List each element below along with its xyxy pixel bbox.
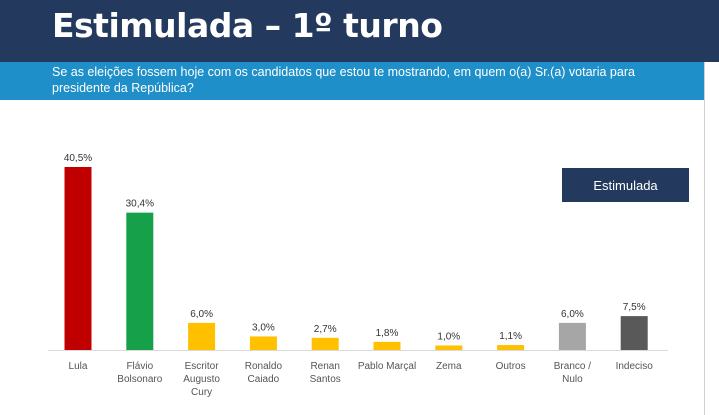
bar — [558, 322, 586, 350]
data-label: 2,7% — [314, 324, 337, 335]
category-label: Branco / Nulo — [554, 361, 591, 385]
data-label: 3,0% — [252, 322, 275, 333]
header-bar: Estimulada – 1º turno — [0, 0, 719, 62]
category-label: Pablo Marçal — [358, 361, 416, 372]
bar — [373, 341, 401, 350]
category-label: Flávio Bolsonaro — [117, 361, 162, 385]
data-label: 6,0% — [561, 309, 584, 320]
chart-legend: Estimulada — [562, 168, 689, 202]
data-label: 6,0% — [190, 309, 213, 320]
bar — [188, 322, 216, 350]
bar — [497, 345, 525, 350]
bar — [126, 212, 154, 350]
category-label: Indeciso — [616, 361, 654, 372]
bar — [249, 336, 277, 350]
category-label: Lula — [69, 361, 88, 372]
question-text: Se as eleições fossem hoje com os candid… — [52, 65, 635, 95]
data-label: 1,1% — [499, 331, 522, 342]
category-label: Ronaldo Caiado — [245, 361, 283, 385]
bar — [311, 337, 339, 350]
page-title: Estimulada – 1º turno — [52, 6, 443, 45]
data-label: 1,0% — [437, 331, 460, 342]
bar — [64, 167, 92, 350]
data-label: 7,5% — [623, 302, 646, 313]
question-bar: Se as eleições fossem hoje com os candid… — [0, 62, 705, 100]
legend-label: Estimulada — [593, 177, 658, 193]
category-label: Renan Santos — [310, 361, 341, 385]
bar — [435, 345, 463, 350]
bar — [620, 316, 648, 350]
category-label: Escritor Augusto Cury — [183, 361, 220, 398]
frame-edge — [704, 62, 719, 415]
category-label: Outros — [496, 361, 526, 372]
data-label: 1,8% — [376, 328, 399, 339]
data-label: 30,4% — [126, 199, 154, 210]
data-label: 40,5% — [64, 153, 92, 164]
category-label: Zema — [436, 361, 462, 372]
